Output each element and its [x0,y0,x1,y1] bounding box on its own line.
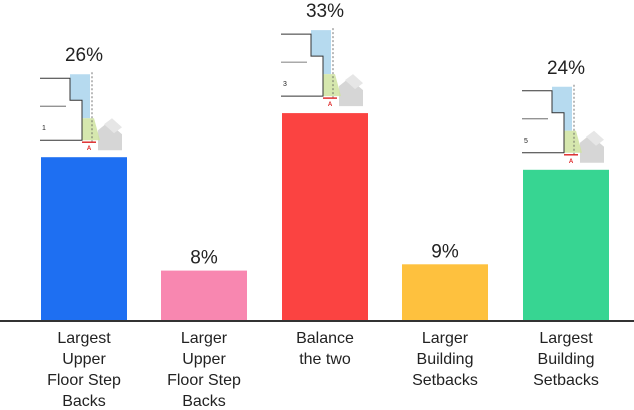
dimension-label: A [569,159,574,165]
category-label: Setbacks [412,372,478,389]
building-profile [522,90,565,154]
upper-setback-zone [552,86,572,131]
bar [402,264,488,321]
category-label: Largest [539,330,593,347]
upper-setback-zone [70,74,90,119]
bar [41,157,127,321]
option-number: 1 [42,125,46,132]
setback-diagram-thumbnail: A3 [281,28,369,109]
neighbor-roof [104,118,122,134]
value-label: 24% [547,58,585,79]
upper-setback-zone [311,30,331,75]
option-number: 5 [524,138,528,145]
dimension-label: A [328,102,333,108]
lower-setback-zone [323,74,341,97]
category-label: Upper [62,351,106,368]
value-label: 9% [431,241,459,262]
bars-group [41,113,609,321]
value-labels-group: 26% 8% 33% 9% 24% [65,1,585,269]
category-label: Upper [182,351,226,368]
building-profile [281,33,324,97]
setback-diagram-thumbnail: A1 [40,72,128,153]
option-number: 3 [283,81,287,88]
category-label: Building [538,351,595,368]
category-label: Backs [182,393,226,410]
lower-setback-zone [564,130,582,153]
category-label: Balance [296,330,354,347]
value-label: 8% [190,248,218,269]
building-profile [40,77,83,141]
bar [161,270,247,321]
category-label: Larger [422,330,469,347]
category-labels-group: Largest Upper Floor Step Backs Larger Upper Fl… [47,330,599,410]
setback-diagram-thumbnail: A5 [522,84,610,165]
neighbor-roof [586,130,604,146]
category-label: Largest [57,330,111,347]
lower-setback-zone [82,118,100,141]
category-label: Building [417,351,474,368]
value-label: 26% [65,45,103,66]
dimension-label: A [87,146,92,152]
category-label: Setbacks [533,372,599,389]
category-label: the two [299,351,351,368]
category-label: Floor Step [167,372,241,389]
bar [282,113,368,321]
category-label: Floor Step [47,372,121,389]
value-label: 33% [306,1,344,22]
bar [523,169,609,321]
category-label: Backs [62,393,106,410]
neighbor-roof [345,74,363,90]
category-label: Larger [181,330,228,347]
